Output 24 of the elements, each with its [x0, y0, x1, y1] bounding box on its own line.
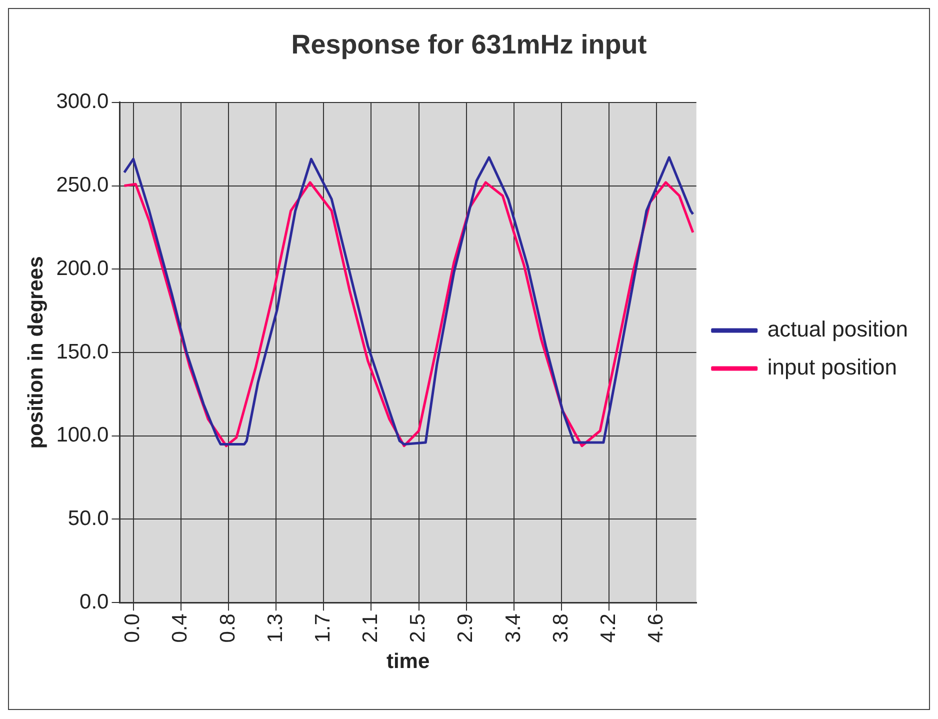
- x-tick-label: 3.4: [502, 613, 525, 643]
- x-tick-label: 3.8: [549, 614, 572, 643]
- legend-label: input position: [767, 354, 898, 380]
- y-tick-label: 0.0: [80, 590, 109, 614]
- x-tick-label: 4.6: [644, 614, 668, 643]
- x-tick-label: 4.2: [596, 614, 620, 643]
- x-tick-label: 1.3: [264, 614, 287, 643]
- y-tick-label: 150.0: [56, 340, 109, 364]
- x-tick-label: 0.0: [121, 614, 144, 643]
- x-tick-label: 2.9: [454, 614, 478, 643]
- y-tick-label: 50.0: [68, 507, 109, 530]
- x-axis-title: time: [386, 650, 430, 674]
- y-tick-label: 200.0: [56, 256, 109, 280]
- chart-title: Response for 631mHz input: [291, 30, 647, 60]
- x-tick-label: 0.8: [216, 614, 240, 643]
- y-tick-label: 100.0: [56, 424, 109, 447]
- y-axis-title: position in degrees: [24, 256, 48, 449]
- y-tick-label: 250.0: [56, 174, 109, 197]
- x-tick-label: 2.1: [359, 614, 382, 643]
- y-tick-label: 300.0: [56, 90, 109, 114]
- x-tick-label: 1.7: [311, 614, 334, 643]
- x-tick-label: 0.4: [168, 613, 192, 643]
- legend-label: actual position: [767, 316, 908, 342]
- x-tick-label: 2.5: [406, 614, 430, 643]
